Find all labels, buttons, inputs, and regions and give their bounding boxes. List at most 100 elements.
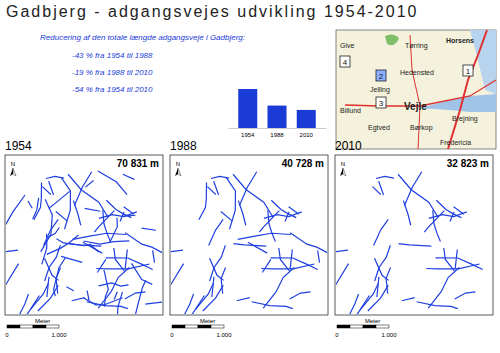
- road: [404, 172, 421, 206]
- road: [6, 250, 18, 254]
- summary-heading: Reducering af den totale længde adgangsv…: [40, 33, 245, 42]
- scale-label: 1.000: [381, 332, 397, 338]
- scale-unit: Meter: [200, 318, 215, 324]
- road: [279, 248, 290, 271]
- panel: 198840 728 mNMeter01.000: [148, 139, 337, 342]
- road: [290, 233, 327, 258]
- scale-segment: [363, 325, 376, 328]
- tick-label: 1988: [270, 132, 284, 138]
- place-label: Give: [340, 42, 355, 49]
- road: [106, 258, 153, 270]
- road: [56, 211, 68, 221]
- place-label: Brejning: [452, 115, 478, 123]
- road: [221, 211, 233, 221]
- road: [72, 298, 85, 301]
- road: [290, 249, 292, 269]
- scale-label: 1.000: [216, 332, 232, 338]
- place-label: Tørring: [405, 42, 428, 50]
- roads: [6, 171, 162, 314]
- road: [42, 187, 50, 195]
- area-box: [376, 97, 386, 108]
- road: [171, 264, 184, 309]
- scale-segment: [376, 325, 389, 328]
- summary-line: -43 % fra 1954 til 1988: [72, 51, 153, 60]
- north-arrow: [10, 168, 13, 176]
- road: [6, 296, 39, 314]
- panel: 201032 823 mNMeter01.000: [313, 139, 493, 342]
- road: [233, 174, 273, 217]
- panel-year: 2010: [335, 139, 362, 153]
- roads: [336, 172, 483, 314]
- inset-frame: [336, 30, 496, 149]
- road: [207, 187, 215, 195]
- road: [214, 181, 219, 195]
- scale-label: 1.000: [51, 332, 67, 338]
- road: [125, 292, 146, 299]
- panel-length: 40 728 m: [282, 158, 324, 169]
- road: [47, 235, 79, 254]
- bars: [238, 89, 316, 128]
- summary-line: -54 % fra 1954 til 2010: [72, 85, 153, 94]
- road: [262, 259, 270, 272]
- road: [125, 249, 127, 269]
- title: Gadbjerg - adgangsvejes udvikling 1954-2…: [6, 3, 418, 20]
- road: [290, 292, 311, 299]
- road: [238, 201, 245, 226]
- road: [212, 277, 214, 297]
- road: [104, 270, 108, 307]
- x-axis: 1954 1988 2010: [229, 128, 327, 138]
- north-arrow: [175, 168, 178, 176]
- road: [177, 294, 193, 314]
- road: [238, 233, 291, 239]
- road: [99, 283, 129, 286]
- scale-segment: [185, 325, 198, 328]
- road: [402, 298, 415, 301]
- panel: 195470 831 mNMeter01.000: [0, 139, 172, 342]
- road: [6, 195, 25, 249]
- scale-label: 0: [335, 332, 339, 338]
- road: [122, 215, 135, 216]
- panel-length: 70 831 m: [117, 158, 159, 169]
- road: [455, 292, 476, 299]
- scale-segment: [211, 325, 224, 328]
- tick-label: 2010: [300, 132, 314, 138]
- road: [171, 250, 183, 254]
- area-label: 3: [379, 99, 384, 108]
- road: [84, 241, 130, 244]
- scale-segment: [7, 325, 20, 328]
- road: [61, 178, 70, 230]
- road: [428, 267, 459, 308]
- scale-label: 0: [170, 332, 174, 338]
- scale-segment: [46, 325, 59, 328]
- road: [210, 258, 224, 280]
- bar: [297, 110, 316, 128]
- road: [41, 199, 53, 252]
- road: [444, 248, 455, 271]
- summary-line: -19 % fra 1988 til 2010: [72, 68, 153, 77]
- road: [114, 292, 117, 300]
- tick-label: 1954: [241, 132, 255, 138]
- road: [49, 191, 70, 208]
- area-box: [463, 65, 473, 76]
- road: [417, 302, 458, 309]
- road: [33, 198, 39, 220]
- panel-year: 1954: [5, 139, 32, 153]
- road: [84, 298, 123, 305]
- scale-segment: [337, 325, 350, 328]
- road: [263, 267, 294, 308]
- scale-segment: [20, 325, 33, 328]
- place-label: Egtved: [368, 124, 390, 132]
- area-label: 4: [343, 58, 348, 67]
- road: [403, 201, 410, 226]
- road: [6, 264, 19, 309]
- place-label: Jelling: [370, 86, 390, 94]
- road: [117, 292, 122, 314]
- panel-frame: [5, 155, 163, 315]
- road: [28, 201, 32, 208]
- road: [98, 171, 127, 195]
- road: [455, 249, 457, 269]
- road: [375, 245, 391, 281]
- bar: [238, 89, 257, 128]
- road: [209, 219, 224, 245]
- fjord: [420, 94, 496, 112]
